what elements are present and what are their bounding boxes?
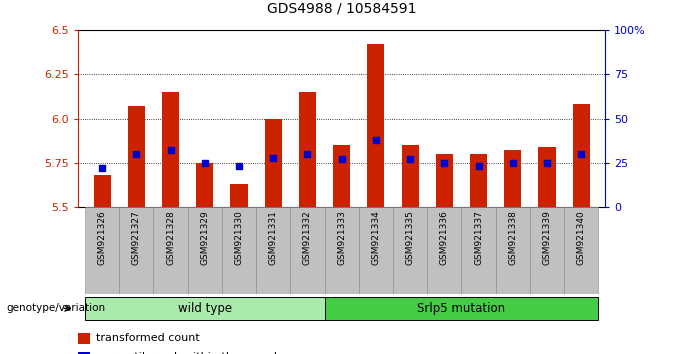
Text: GSM921326: GSM921326 xyxy=(98,211,107,265)
Bar xyxy=(162,92,179,207)
Bar xyxy=(530,207,564,294)
Bar xyxy=(94,175,111,207)
Text: GSM921334: GSM921334 xyxy=(371,211,380,265)
Bar xyxy=(231,184,248,207)
Point xyxy=(576,151,587,157)
Text: transformed count: transformed count xyxy=(96,333,199,343)
Bar xyxy=(197,163,214,207)
Bar xyxy=(393,207,427,294)
Point xyxy=(337,156,347,162)
Bar xyxy=(324,207,359,294)
Point xyxy=(302,151,313,157)
Text: GSM921333: GSM921333 xyxy=(337,211,346,266)
Bar xyxy=(128,106,145,207)
Bar xyxy=(470,154,487,207)
Point xyxy=(473,164,484,169)
Text: GSM921331: GSM921331 xyxy=(269,211,277,266)
Bar xyxy=(256,207,290,294)
Bar xyxy=(222,207,256,294)
Bar xyxy=(462,207,496,294)
Bar xyxy=(85,207,119,294)
Point xyxy=(199,160,210,166)
Point xyxy=(268,155,279,160)
Text: percentile rank within the sample: percentile rank within the sample xyxy=(96,352,284,354)
Point xyxy=(234,164,245,169)
Point xyxy=(439,160,449,166)
Bar xyxy=(564,207,598,294)
Bar xyxy=(436,154,453,207)
Text: GSM921337: GSM921337 xyxy=(474,211,483,266)
Bar xyxy=(573,104,590,207)
Bar xyxy=(265,119,282,207)
Text: GSM921328: GSM921328 xyxy=(166,211,175,265)
Point xyxy=(371,137,381,143)
Text: wild type: wild type xyxy=(177,302,232,315)
Bar xyxy=(427,207,462,294)
Bar xyxy=(539,147,556,207)
Bar xyxy=(78,352,90,354)
Bar xyxy=(85,297,324,320)
Bar xyxy=(402,145,419,207)
Text: GSM921327: GSM921327 xyxy=(132,211,141,265)
Point xyxy=(165,148,176,153)
Bar xyxy=(324,297,598,320)
Text: GSM921332: GSM921332 xyxy=(303,211,312,265)
Bar xyxy=(78,333,90,344)
Bar xyxy=(188,207,222,294)
Point xyxy=(541,160,552,166)
Point xyxy=(131,151,142,157)
Bar xyxy=(505,150,522,207)
Text: GSM921335: GSM921335 xyxy=(406,211,415,266)
Text: GSM921336: GSM921336 xyxy=(440,211,449,266)
Bar xyxy=(496,207,530,294)
Point xyxy=(507,160,518,166)
Bar xyxy=(299,92,316,207)
Text: GSM921330: GSM921330 xyxy=(235,211,243,266)
Text: GDS4988 / 10584591: GDS4988 / 10584591 xyxy=(267,2,416,16)
Text: Srlp5 mutation: Srlp5 mutation xyxy=(418,302,505,315)
Point xyxy=(405,156,415,162)
Point xyxy=(97,165,107,171)
Bar xyxy=(333,145,350,207)
Text: genotype/variation: genotype/variation xyxy=(7,303,106,313)
Bar xyxy=(290,207,324,294)
Bar xyxy=(154,207,188,294)
Text: GSM921338: GSM921338 xyxy=(509,211,517,266)
Bar xyxy=(119,207,154,294)
Text: GSM921339: GSM921339 xyxy=(543,211,551,266)
Text: GSM921340: GSM921340 xyxy=(577,211,585,265)
Text: GSM921329: GSM921329 xyxy=(201,211,209,265)
Bar xyxy=(367,44,384,207)
Bar xyxy=(359,207,393,294)
